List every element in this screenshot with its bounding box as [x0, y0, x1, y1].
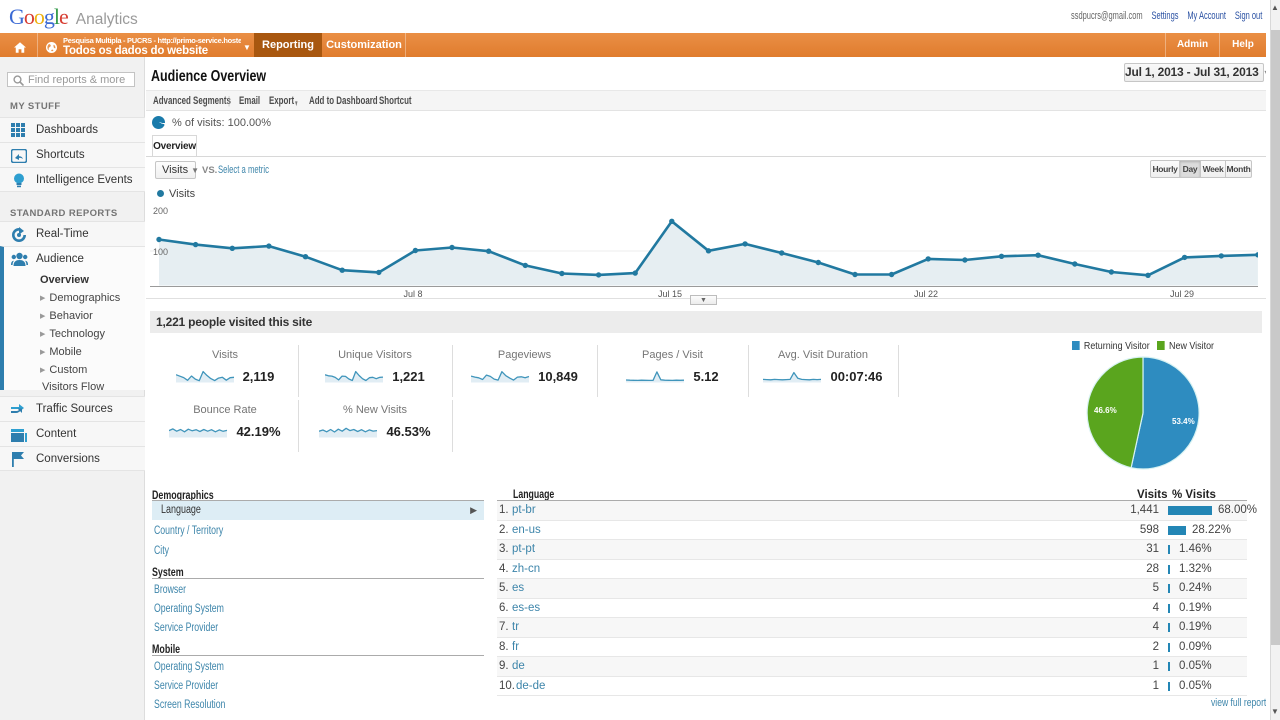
svg-text:53.4%: 53.4%	[1172, 417, 1195, 426]
svg-text:46.6%: 46.6%	[1094, 406, 1117, 415]
